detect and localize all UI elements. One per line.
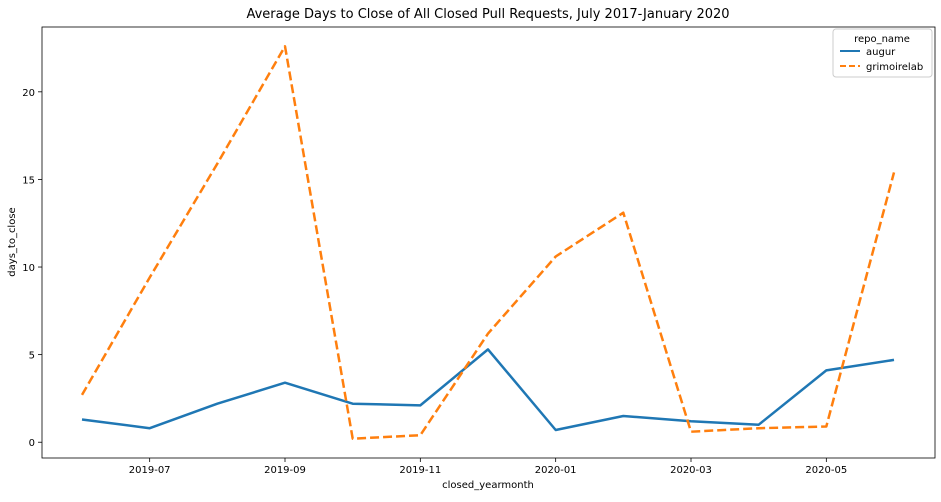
x-axis: 2019-07 2019-09 2019-11 2020-01 2020-03 2020-… bbox=[129, 458, 847, 476]
legend-label-augur: augur bbox=[866, 47, 896, 58]
plot-area-frame bbox=[41, 26, 936, 459]
legend-label-grimoirelab: grimoirelab bbox=[866, 62, 923, 73]
legend: repo_name augur grimoirelab bbox=[832, 28, 933, 78]
y-tick-label: 5 bbox=[29, 351, 35, 362]
x-tick-label: 2020-01 bbox=[535, 465, 577, 476]
legend-title: repo_name bbox=[854, 34, 910, 45]
y-tick-label: 20 bbox=[22, 88, 35, 99]
x-tick-label: 2020-05 bbox=[805, 465, 847, 476]
series-line-grimoirelab bbox=[80, 45, 896, 440]
series-lines bbox=[80, 45, 896, 440]
y-axis: 0 5 10 15 20 bbox=[22, 88, 42, 449]
y-axis-label: days_to_close bbox=[7, 207, 18, 276]
x-tick-label: 2019-07 bbox=[129, 465, 171, 476]
x-tick-label: 2019-11 bbox=[399, 465, 441, 476]
y-tick-label: 15 bbox=[22, 175, 35, 186]
y-tick-label: 0 bbox=[29, 438, 35, 449]
legend-entries: augur grimoirelab bbox=[840, 47, 923, 73]
legend-box bbox=[832, 28, 933, 78]
chart-title: Average Days to Close of All Closed Pull… bbox=[246, 7, 729, 22]
x-tick-label: 2019-09 bbox=[264, 465, 306, 476]
y-tick-label: 10 bbox=[22, 263, 35, 274]
x-tick-label: 2020-03 bbox=[670, 465, 712, 476]
x-axis-label: closed_yearmonth bbox=[442, 480, 534, 491]
series-line-augur bbox=[81, 348, 895, 432]
